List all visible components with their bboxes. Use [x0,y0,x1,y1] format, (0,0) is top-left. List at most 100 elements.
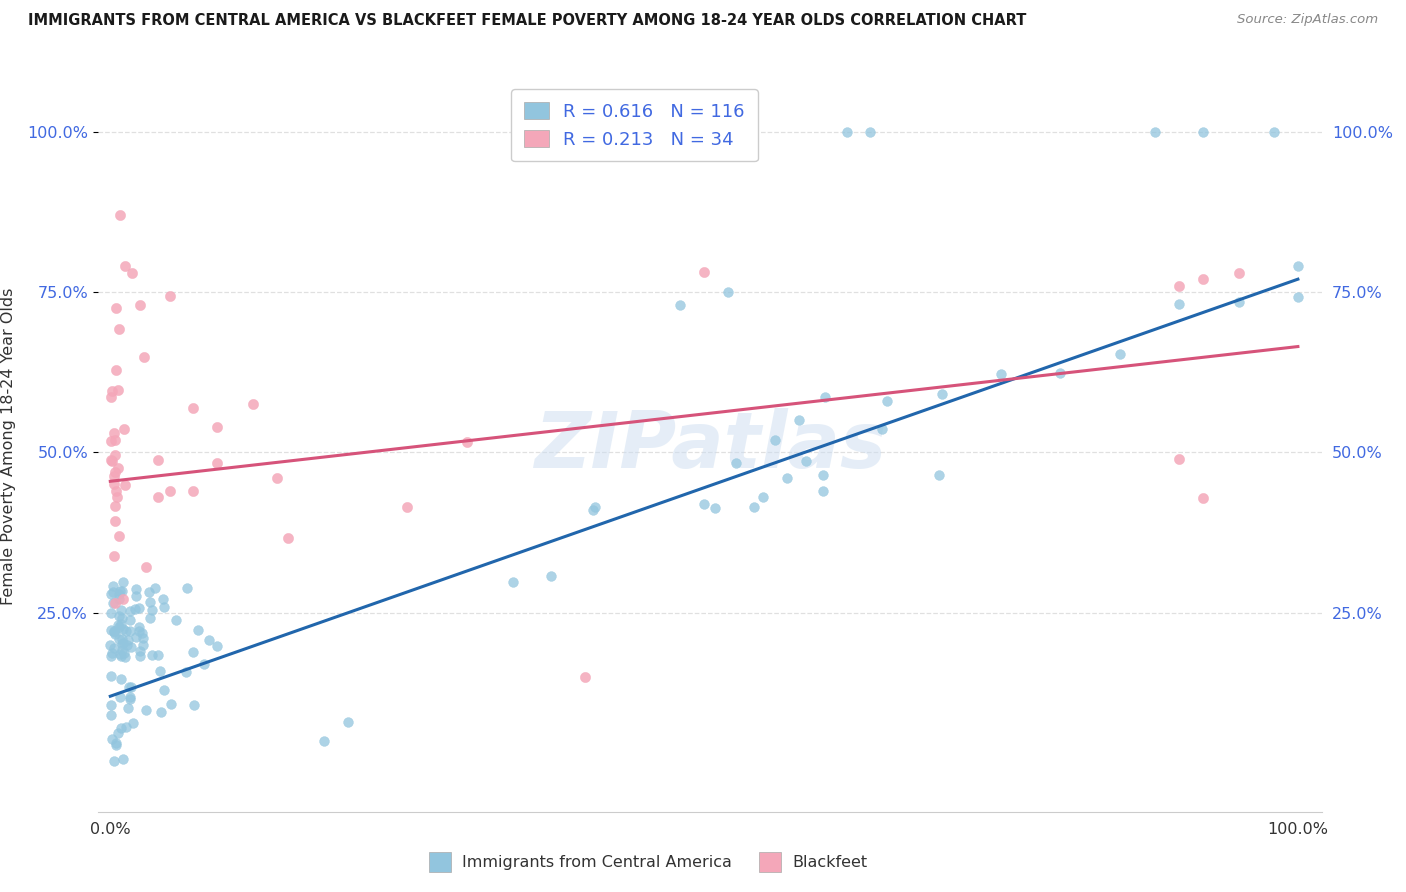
Point [120,640,142,654]
Point [574,670,596,684]
Point [114,260,136,274]
Point [752,491,775,505]
Point [193,657,215,672]
Point [110,649,132,664]
Point [100,434,122,449]
Point [110,616,132,631]
Point [1227,295,1250,310]
Point [135,560,157,574]
Point [143,582,166,596]
Point [111,591,134,606]
Point [153,600,176,615]
Point [112,574,135,589]
Point [108,620,131,634]
Point [1049,366,1071,380]
Point [1168,278,1191,293]
Point [693,497,716,511]
Point [198,633,221,648]
Point [1144,125,1167,139]
Point [104,596,127,610]
Point [582,502,605,516]
Point [103,469,125,483]
Text: Blackfeet: Blackfeet [792,855,868,871]
Point [763,433,786,447]
Point [108,609,131,624]
Point [108,632,131,647]
Point [108,322,131,336]
Point [141,648,163,662]
Point [183,698,205,712]
Point [111,637,134,651]
Point [669,298,692,312]
Point [104,499,127,513]
Point [794,454,817,468]
Point [148,665,170,679]
Point [813,391,835,405]
Point [100,646,122,660]
Point [128,648,150,663]
Text: IMMIGRANTS FROM CENTRAL AMERICA VS BLACKFEET FEMALE POVERTY AMONG 18-24 YEAR OLD: IMMIGRANTS FROM CENTRAL AMERICA VS BLACK… [28,13,1026,29]
Point [1227,266,1250,280]
Point [1192,491,1215,505]
Point [104,627,127,641]
Point [107,529,129,543]
Point [153,683,176,698]
Point [103,754,125,768]
Point [205,456,228,470]
Point [107,384,129,398]
Point [931,386,953,401]
Point [111,632,134,646]
Point [104,736,127,750]
Point [108,690,131,704]
Text: Source: ZipAtlas.com: Source: ZipAtlas.com [1237,13,1378,27]
Point [242,397,264,411]
Point [115,720,138,734]
Point [1192,125,1215,139]
Point [110,603,132,617]
Point [103,640,125,655]
Point [114,650,136,665]
Point [456,435,478,450]
FancyBboxPatch shape [759,852,780,872]
Point [111,752,134,766]
Point [117,632,139,647]
Point [1192,272,1215,286]
FancyBboxPatch shape [429,852,451,872]
Point [835,125,858,139]
Point [100,669,122,683]
Point [811,483,834,498]
Point [928,468,950,483]
Point [115,624,138,639]
Point [129,298,152,312]
Point [111,610,134,624]
Point [336,714,359,729]
Point [776,471,799,485]
Point [181,645,204,659]
Text: Immigrants from Central America: Immigrants from Central America [461,855,731,871]
Point [146,491,169,505]
Point [1286,259,1309,273]
Point [101,384,124,398]
Point [160,697,183,711]
Point [128,601,150,615]
Point [108,208,131,222]
Point [100,698,122,712]
Point [312,734,335,748]
Point [118,690,141,704]
Point [111,636,134,650]
Point [120,624,142,638]
Point [266,471,288,485]
Point [101,585,124,599]
Point [103,624,125,639]
Point [124,602,146,616]
Point [159,483,181,498]
Point [117,701,139,715]
Point [717,285,740,299]
Point [101,731,124,746]
Point [132,638,155,652]
Point [135,703,157,717]
Point [103,579,125,593]
Point [108,592,131,607]
Point [150,706,173,720]
Point [111,643,134,657]
